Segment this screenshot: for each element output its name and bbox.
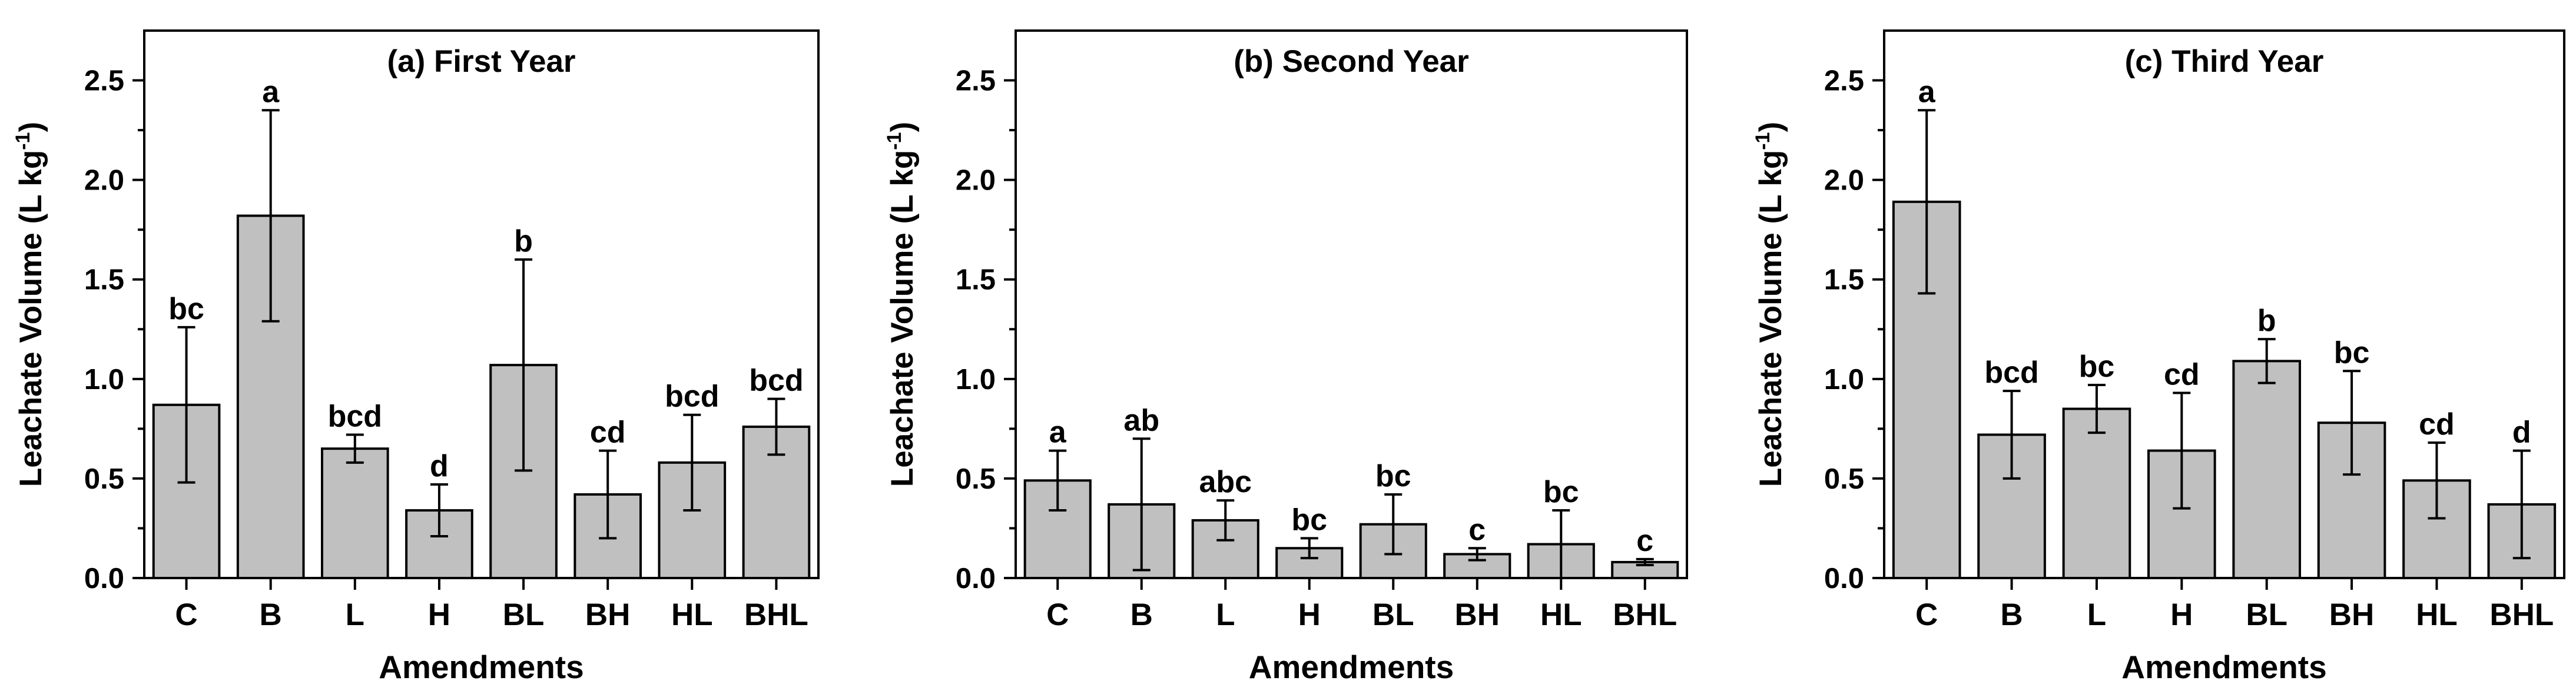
y-tick-label: 2.0 — [956, 165, 996, 197]
y-axis-label: Leachate Volume (L kg-1) — [12, 122, 48, 487]
y-axis-label-superscript: -1 — [883, 132, 906, 150]
x-tick-label: BH — [1454, 597, 1500, 632]
x-tick-label: H — [428, 597, 450, 632]
chart-title: (c) Third Year — [2125, 44, 2324, 79]
x-tick-label: BHL — [2489, 597, 2554, 632]
x-tick-label: BH — [585, 597, 631, 632]
x-tick-label: L — [1216, 597, 1235, 632]
significance-letter: c — [1636, 524, 1653, 558]
chart-title: (a) First Year — [387, 44, 575, 79]
y-tick-label: 1.0 — [956, 364, 996, 396]
x-tick-label: BH — [2329, 597, 2375, 632]
y-tick-label: 1.0 — [84, 364, 124, 396]
y-tick-label: 1.5 — [1824, 264, 1864, 296]
x-tick-label: L — [346, 597, 364, 632]
x-tick-label: BL — [1372, 597, 1414, 632]
y-tick-label: 2.5 — [1824, 65, 1864, 97]
x-tick-label: C — [175, 597, 197, 632]
x-tick-label: B — [260, 597, 282, 632]
x-tick-label: B — [1130, 597, 1153, 632]
x-tick-label: H — [2170, 597, 2193, 632]
x-tick-label: L — [2087, 597, 2106, 632]
x-tick-label: C — [1046, 597, 1069, 632]
significance-letter: bcd — [1984, 356, 2038, 390]
plot-frame — [1015, 29, 1688, 579]
x-axis-label: Amendments — [1249, 649, 1454, 685]
x-tick-label: H — [1298, 597, 1321, 632]
x-tick-label: BL — [503, 597, 545, 632]
significance-letter: b — [514, 224, 533, 258]
x-tick-label: B — [2000, 597, 2023, 632]
bar — [405, 509, 473, 580]
significance-letter: bcd — [749, 364, 803, 398]
y-tick-label: 0.0 — [84, 563, 124, 595]
bar — [2232, 360, 2301, 580]
y-tick-label: 0.5 — [1824, 463, 1864, 495]
y-axis-label-close: ) — [1753, 122, 1788, 132]
y-axis-label-close: ) — [885, 122, 920, 132]
significance-letter: a — [1918, 75, 1936, 109]
significance-letter: cd — [2164, 357, 2200, 391]
significance-letter: bcd — [328, 400, 382, 434]
significance-letter: a — [262, 75, 280, 109]
significance-letter: ab — [1123, 403, 1159, 437]
plot-frame — [1883, 29, 2565, 579]
significance-letter: abc — [1199, 465, 1252, 499]
x-tick-label: BHL — [744, 597, 808, 632]
significance-letter: bc — [1375, 459, 1411, 493]
y-axis-label: Leachate Volume (L kg-1) — [883, 122, 920, 487]
x-tick-label: HL — [2416, 597, 2458, 632]
y-tick-label: 0.5 — [84, 463, 124, 495]
y-axis-label-superscript: -1 — [1752, 132, 1774, 150]
y-tick-label: 2.5 — [84, 65, 124, 97]
y-axis-label: Leachate Volume (L kg-1) — [1752, 122, 1788, 487]
x-tick-label: HL — [1540, 597, 1582, 632]
x-axis-label: Amendments — [379, 649, 584, 685]
bar — [2062, 407, 2131, 580]
y-axis-label-text: Leachate Volume (L kg — [14, 150, 48, 487]
plot-frame — [143, 29, 820, 579]
y-tick-label: 2.0 — [1824, 165, 1864, 197]
significance-letter: cd — [590, 416, 626, 450]
y-tick-label: 1.5 — [84, 264, 124, 296]
y-axis-label-text: Leachate Volume (L kg — [885, 150, 920, 487]
chart-title: (b) Second Year — [1234, 44, 1469, 79]
y-tick-label: 2.0 — [84, 165, 124, 197]
significance-letter: bc — [2079, 350, 2115, 384]
significance-letter: bc — [1543, 475, 1579, 509]
bar — [320, 447, 389, 579]
significance-letter: a — [1049, 416, 1067, 450]
significance-letter: c — [1468, 513, 1486, 547]
significance-letter: bc — [168, 292, 204, 326]
y-axis-label-text: Leachate Volume (L kg — [1753, 150, 1788, 487]
y-tick-label: 0.0 — [1824, 563, 1864, 595]
significance-letter: bcd — [665, 380, 719, 414]
significance-letter: b — [2257, 304, 2276, 338]
y-tick-label: 1.5 — [956, 264, 996, 296]
significance-letter: cd — [2419, 407, 2455, 441]
significance-letter: bc — [2334, 336, 2370, 370]
x-axis-label: Amendments — [2121, 649, 2326, 685]
x-tick-label: BHL — [1613, 597, 1677, 632]
significance-letter: d — [2512, 416, 2531, 450]
y-tick-label: 0.0 — [956, 563, 996, 595]
y-axis-label-superscript: -1 — [12, 132, 34, 150]
y-tick-label: 1.0 — [1824, 364, 1864, 396]
x-tick-label: C — [1915, 597, 1938, 632]
significance-letter: d — [430, 449, 449, 483]
y-tick-label: 2.5 — [956, 65, 996, 97]
x-tick-label: HL — [671, 597, 713, 632]
y-tick-label: 0.5 — [956, 463, 996, 495]
x-tick-label: BL — [2246, 597, 2287, 632]
y-axis-label-close: ) — [14, 122, 48, 132]
significance-letter: bc — [1291, 503, 1327, 537]
